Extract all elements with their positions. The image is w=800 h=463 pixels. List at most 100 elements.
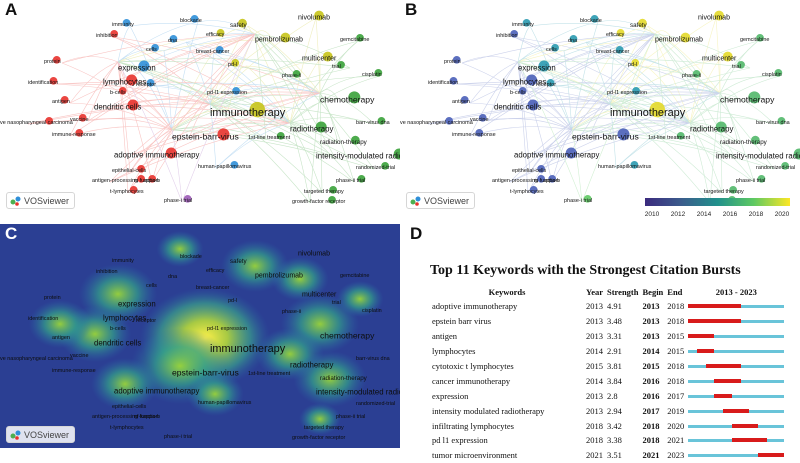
network-node[interactable]: radiation-therapy — [320, 135, 368, 146]
network-node[interactable]: trial — [732, 60, 745, 70]
network-node[interactable]: phase-ii trial — [736, 174, 765, 184]
network-node[interactable]: epithelial-cells — [112, 164, 147, 174]
network-node[interactable]: immunotherapy — [610, 101, 686, 119]
network-node[interactable]: immunotherapy — [210, 101, 286, 119]
network-node[interactable]: receptor — [536, 78, 556, 88]
network-node[interactable]: 1st-line treatment — [648, 131, 691, 141]
network-node[interactable]: efficacy — [206, 28, 225, 38]
network-node[interactable]: t-lymphocytes — [510, 185, 544, 195]
end-cell: 2015 — [667, 346, 685, 357]
network-node[interactable]: barr-virus dna — [356, 116, 391, 126]
network-node[interactable]: pembrolizumab — [655, 32, 703, 44]
network-node[interactable]: pembrolizumab — [255, 32, 303, 44]
network-node[interactable]: randomized-trial — [756, 161, 795, 171]
vosviewer-badge[interactable]: VOSviewer — [6, 192, 76, 209]
network-node[interactable]: gemcitabine — [340, 33, 369, 43]
node-label: ve nasopharyngeal carcinoma — [0, 120, 74, 126]
network-node[interactable]: pd-l — [228, 58, 240, 68]
network-node[interactable]: epstein-barr-virus — [572, 128, 639, 141]
network-node[interactable]: expression — [518, 60, 556, 73]
network-node[interactable]: lymphocytes — [103, 74, 146, 87]
network-node[interactable]: phase-i trial — [564, 194, 592, 204]
network-node[interactable]: ve nasopharyngeal carcinoma — [0, 116, 74, 126]
network-node[interactable]: antigen-processing function — [492, 174, 559, 184]
vosviewer-badge[interactable]: VOSviewer — [406, 192, 476, 209]
network-node[interactable]: adoptive immunotherapy — [514, 147, 599, 160]
network-node[interactable]: intensity-modulated radiotherapy — [316, 148, 400, 161]
network-node[interactable]: human-papillomavirus — [198, 160, 252, 170]
network-node[interactable]: targeted therapy — [304, 185, 344, 195]
vosviewer-badge[interactable]: VOSviewer — [6, 426, 76, 443]
network-node[interactable]: pd-l1 expression — [607, 86, 647, 96]
network-node[interactable]: antigen — [452, 95, 470, 105]
network-node[interactable]: inhibition — [496, 29, 519, 39]
network-node[interactable]: nf-kappa-b — [534, 174, 560, 184]
network-node[interactable]: phase-i trial — [164, 194, 192, 204]
network-node[interactable]: targeted therapy — [704, 185, 744, 195]
network-node[interactable]: immunity — [512, 18, 534, 28]
network-node[interactable]: phase-ii — [682, 69, 701, 79]
network-node[interactable]: dendritic cells — [494, 99, 541, 112]
network-node[interactable]: b-cells — [510, 86, 527, 96]
network-node[interactable]: phase-ii trial — [336, 174, 365, 184]
network-node[interactable]: protein — [44, 55, 61, 65]
network-node[interactable]: chemotherapy — [320, 91, 375, 104]
network-node[interactable]: growth-factor receptor — [292, 195, 346, 205]
network-node[interactable]: safety — [230, 18, 248, 29]
network-node[interactable]: phase-ii — [282, 69, 301, 79]
network-node[interactable]: inhibition — [96, 29, 119, 39]
network-node[interactable]: nivolumab — [298, 10, 330, 22]
network-node[interactable]: blockade — [580, 14, 602, 24]
network-node[interactable]: dna — [168, 34, 178, 44]
network-node[interactable]: t-lymphocytes — [110, 185, 144, 195]
network-node[interactable]: breast-cancer — [596, 45, 630, 55]
network-node[interactable]: immune-response — [52, 128, 96, 138]
network-node[interactable]: epithelial-cells — [512, 164, 547, 174]
network-node[interactable]: b-cells — [110, 86, 127, 96]
network-node[interactable]: intensity-modulated radiotherapy — [716, 148, 800, 161]
network-node[interactable]: vaccine — [470, 113, 489, 123]
network-node[interactable]: receptor — [136, 78, 156, 88]
network-node[interactable]: expression — [118, 60, 156, 73]
network-node[interactable]: radiation-therapy — [720, 135, 768, 146]
network-node[interactable]: nivolumab — [698, 10, 730, 22]
network-node[interactable]: randomized-trial — [356, 161, 395, 171]
network-node[interactable]: chemotherapy — [720, 91, 775, 104]
network-node[interactable]: radiotherapy — [290, 121, 333, 134]
year-cell: 2015 — [586, 361, 603, 371]
network-node[interactable]: adoptive immunotherapy — [114, 147, 199, 160]
network-node[interactable]: antigen — [52, 95, 70, 105]
network-node[interactable]: lymphocytes — [503, 74, 546, 87]
node-label: nf-kappa-b — [134, 178, 160, 184]
network-node[interactable]: radiotherapy — [690, 121, 733, 134]
network-node[interactable]: 1st-line treatment — [248, 131, 291, 141]
network-node[interactable]: gemcitabine — [740, 33, 769, 43]
network-node[interactable]: barr-virus dna — [756, 116, 791, 126]
network-node[interactable]: ve nasopharyngeal carcinoma — [400, 116, 474, 126]
network-node[interactable]: multicenter — [302, 51, 337, 63]
network-node[interactable]: immunity — [112, 18, 134, 28]
network-node[interactable]: protein — [444, 55, 461, 65]
network-node[interactable]: cisplatin — [762, 68, 783, 78]
network-node[interactable]: breast-cancer — [196, 45, 230, 55]
network-node[interactable]: identification — [428, 76, 458, 86]
network-node[interactable]: cisplatin — [362, 68, 383, 78]
network-node[interactable]: antigen-processing function — [92, 174, 159, 184]
network-node[interactable]: pd-l1 expression — [207, 86, 247, 96]
network-node[interactable]: immune-response — [452, 128, 496, 138]
network-node[interactable]: trial — [332, 60, 345, 70]
network-node[interactable]: epstein-barr-virus — [172, 128, 239, 141]
network-node[interactable]: cells — [546, 43, 559, 53]
network-node[interactable]: blockade — [180, 14, 202, 24]
network-node[interactable]: vaccine — [70, 113, 89, 123]
network-node[interactable]: nf-kappa-b — [134, 174, 160, 184]
network-node[interactable]: dendritic cells — [94, 99, 141, 112]
network-node[interactable]: efficacy — [606, 28, 625, 38]
network-node[interactable]: identification — [28, 76, 58, 86]
network-node[interactable]: safety — [630, 18, 648, 29]
network-node[interactable]: human-papillomavirus — [598, 160, 652, 170]
network-node[interactable]: cells — [146, 43, 159, 53]
network-node[interactable]: multicenter — [702, 51, 737, 63]
network-node[interactable]: pd-l — [628, 58, 640, 68]
network-node[interactable]: dna — [568, 34, 578, 44]
